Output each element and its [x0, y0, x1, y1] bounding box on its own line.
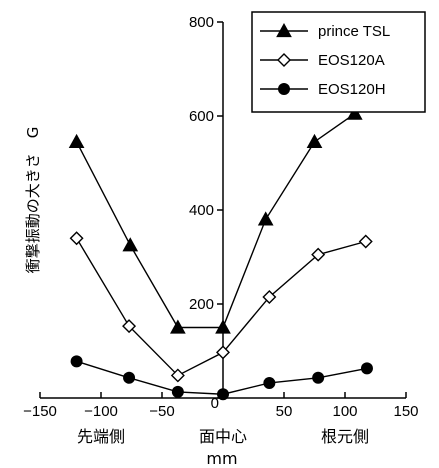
category-label: 先端側 [77, 427, 125, 446]
data-point [216, 345, 230, 360]
x-tick-label: −50 [149, 403, 174, 420]
legend-label: EOS120A [318, 52, 385, 69]
y-tick-label: 800 [189, 14, 214, 31]
data-point [170, 319, 186, 334]
series-layer [68, 105, 373, 401]
legend-marker [278, 83, 290, 95]
data-point [263, 376, 276, 389]
data-point [215, 319, 231, 334]
x-tick-label: 150 [393, 403, 418, 420]
legend-entry: EOS120A [260, 52, 385, 69]
series-2 [69, 231, 373, 383]
legend-label: prince TSL [318, 23, 390, 40]
legend-entry: prince TSL [260, 22, 390, 40]
data-point [358, 234, 373, 249]
y-tick-label: 600 [189, 108, 214, 125]
legend-marker [277, 53, 291, 67]
data-point [122, 319, 137, 334]
legend-marker [276, 22, 292, 38]
x-tick-label: −100 [84, 403, 118, 420]
legend-entry: EOS120H [260, 81, 386, 98]
data-point [123, 371, 136, 384]
data-point [122, 237, 139, 252]
axis-ticks: −150 −100 −50 50 100 150 0 200 400 600 800 先端側 面中心 根元… [23, 14, 418, 446]
y-tick-label: 200 [189, 296, 214, 313]
data-point [257, 211, 274, 226]
data-point [68, 133, 85, 148]
legend: prince TSL EOS120A EOS120H [251, 11, 426, 113]
origin-tick-label: 0 [211, 395, 219, 412]
data-point [217, 388, 229, 401]
x-tick-label: 50 [276, 403, 293, 420]
series-1 [68, 105, 363, 334]
y-tick-label: 400 [189, 202, 214, 219]
data-point [262, 289, 277, 304]
data-point [70, 355, 83, 368]
category-label: 根元側 [321, 427, 369, 446]
legend-label: EOS120H [318, 81, 386, 98]
data-point [306, 133, 323, 148]
x-axis-label: mm [206, 449, 237, 468]
data-point [69, 231, 84, 246]
data-point [312, 371, 325, 384]
data-point [346, 105, 363, 120]
series-3 [70, 355, 373, 401]
data-point [360, 362, 373, 375]
data-point [311, 247, 326, 262]
x-tick-label: −150 [23, 403, 57, 420]
category-label: 面中心 [199, 427, 247, 446]
y-axis-label: 衝撃振動の大きさ G [24, 127, 42, 274]
data-point [170, 368, 185, 383]
data-point [171, 385, 184, 398]
x-tick-label: 100 [332, 403, 357, 420]
